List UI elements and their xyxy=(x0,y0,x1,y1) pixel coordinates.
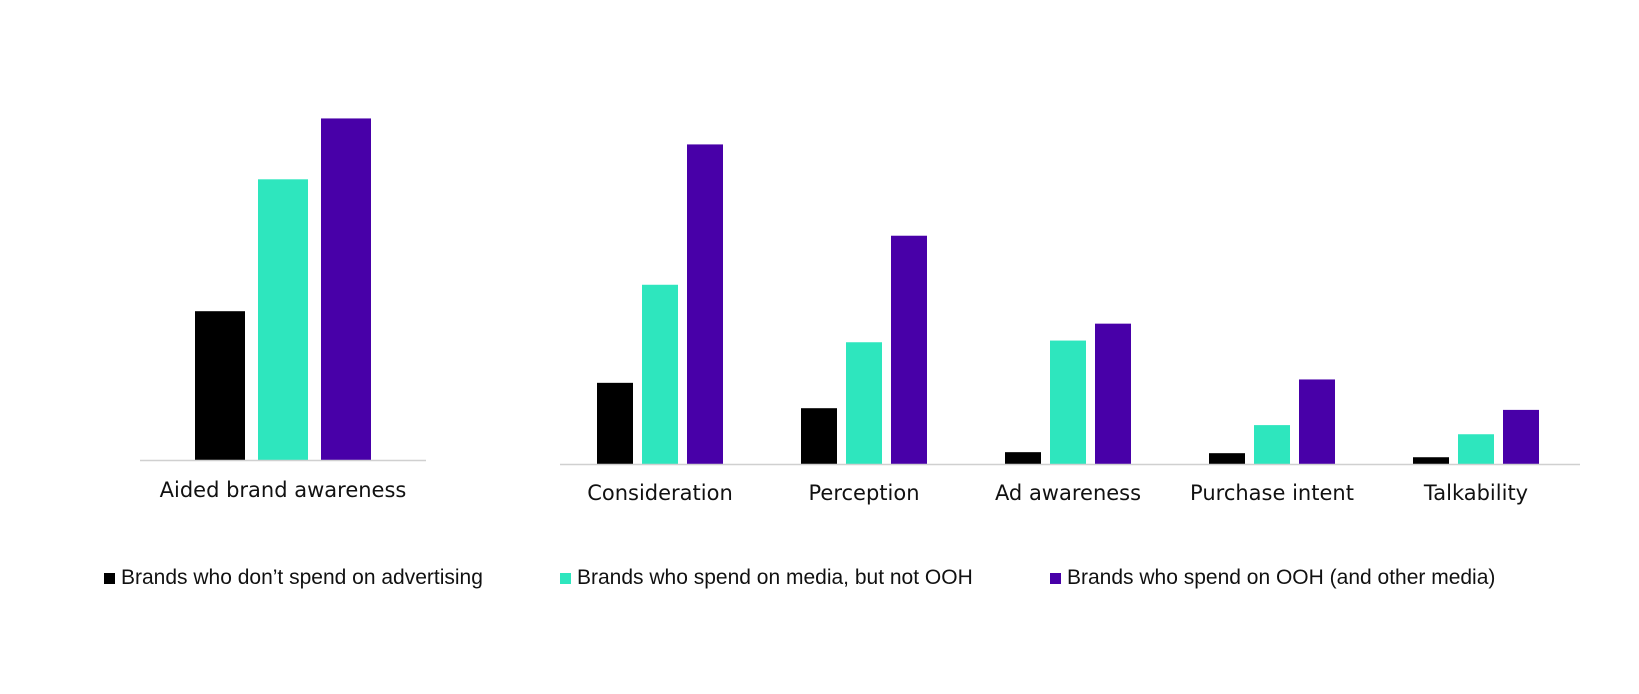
legend-swatch xyxy=(104,572,115,584)
bar-aided-brand-awareness-series-1 xyxy=(195,311,245,460)
category-label: Purchase intent xyxy=(1190,481,1354,505)
bar-ad-awareness-series-3 xyxy=(1095,323,1131,464)
bar-purchase-intent-series-1 xyxy=(1209,453,1245,464)
bar-talkability-series-2 xyxy=(1458,434,1494,464)
bar-ad-awareness-series-2 xyxy=(1050,340,1086,464)
bar-perception-series-2 xyxy=(846,342,882,464)
legend-label: Brands who spend on OOH (and other media… xyxy=(1067,566,1496,589)
legend-label: Brands who spend on media, but not OOH xyxy=(577,566,973,589)
bar-ad-awareness-series-1 xyxy=(1005,452,1041,464)
legend: Brands who don’t spend on advertising Br… xyxy=(0,566,1639,596)
category-label: Aided brand awareness xyxy=(160,478,407,502)
bar-consideration-series-3 xyxy=(687,144,723,464)
category-label: Consideration xyxy=(587,481,733,505)
bar-aided-brand-awareness-series-2 xyxy=(258,179,308,461)
bar-talkability-series-1 xyxy=(1413,457,1449,464)
legend-item-media-not-ooh: Brands who spend on media, but not OOH xyxy=(560,566,973,590)
chart-panel-other-metrics: Consideration Perception Ad awareness Purch… xyxy=(560,144,1580,505)
legend-swatch xyxy=(560,572,571,584)
bar-consideration-series-2 xyxy=(642,284,678,464)
legend-item-ooh-and-other: Brands who spend on OOH (and other media… xyxy=(1050,566,1495,590)
bar-talkability-series-3 xyxy=(1503,409,1539,464)
category-label: Perception xyxy=(808,481,919,505)
category-label: Talkability xyxy=(1423,481,1528,505)
bar-purchase-intent-series-2 xyxy=(1254,425,1290,464)
bar-aided-brand-awareness-series-3 xyxy=(321,118,371,460)
bar-perception-series-3 xyxy=(891,235,927,464)
bar-purchase-intent-series-3 xyxy=(1299,379,1335,464)
bar-perception-series-1 xyxy=(801,408,837,464)
category-label: Ad awareness xyxy=(995,481,1141,505)
legend-label: Brands who don’t spend on advertising xyxy=(121,566,483,589)
chart-panel-aided-brand-awareness: Aided brand awareness xyxy=(140,118,426,502)
legend-item-no-advertising: Brands who don’t spend on advertising xyxy=(104,566,483,590)
bar-consideration-series-1 xyxy=(597,382,633,464)
legend-swatch xyxy=(1050,572,1061,584)
